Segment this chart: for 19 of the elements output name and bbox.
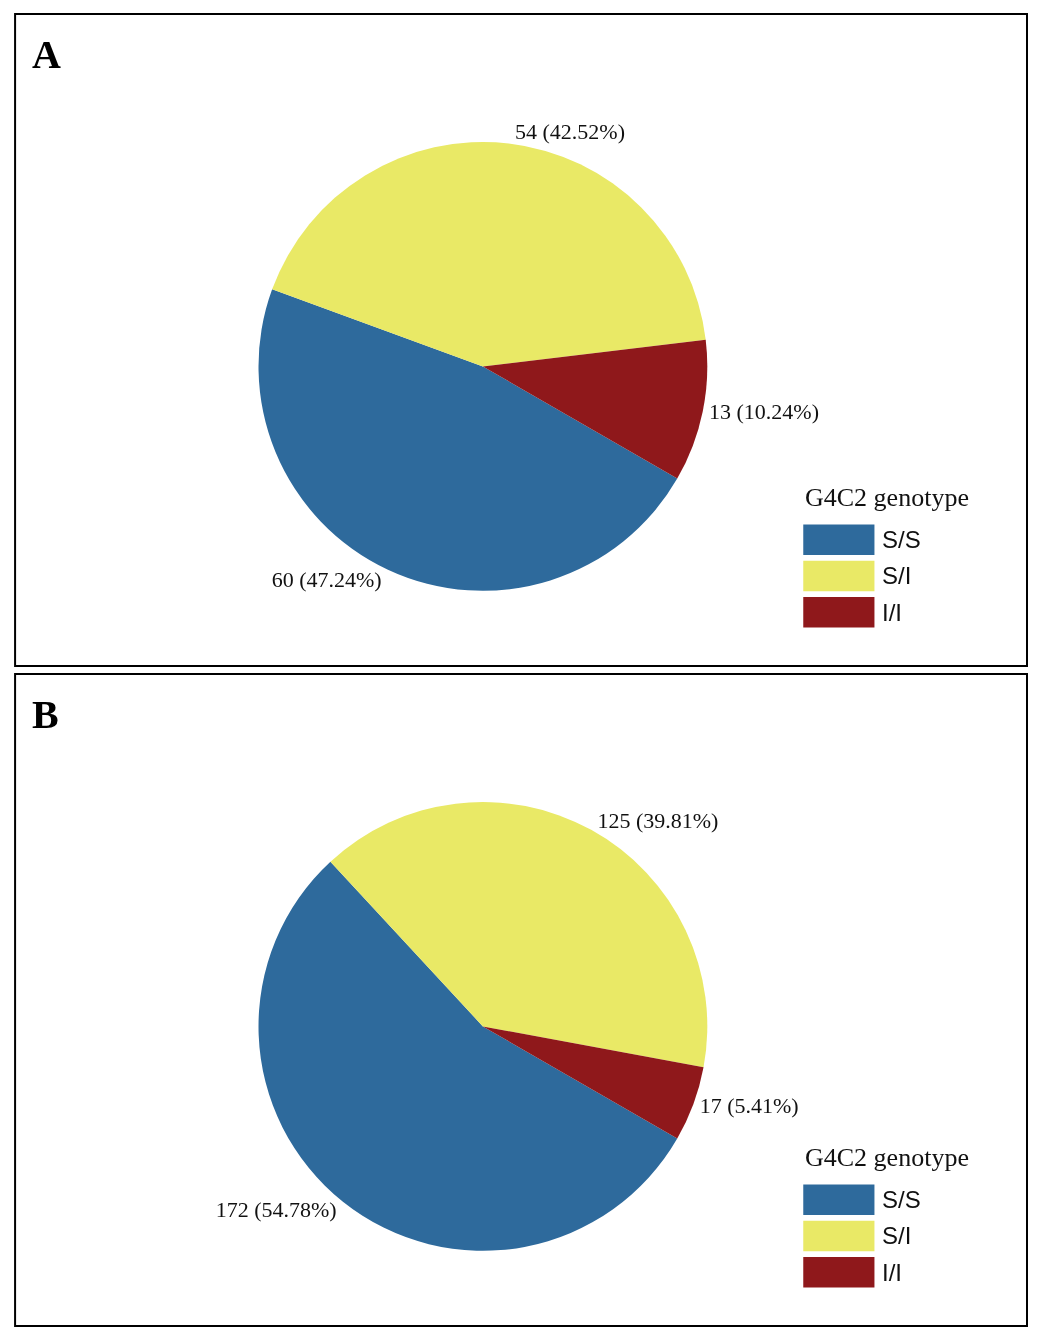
legend-label: I/I [882, 1259, 903, 1286]
legend-label: S/S [882, 1186, 921, 1213]
data-label: 54 (42.52%) [515, 118, 625, 144]
pie-slice [272, 142, 706, 367]
pie-slice [258, 289, 678, 591]
legend-title: G4C2 genotype [805, 483, 969, 512]
data-label: 13 (10.24%) [708, 399, 819, 425]
data-label: 125 (39.81%) [597, 807, 719, 833]
legend-label: I/I [882, 599, 903, 626]
legend-label: S/I [882, 1222, 912, 1249]
data-label: 17 (5.41%) [699, 1093, 799, 1119]
chart-title: A [32, 32, 61, 77]
pie-slice [482, 339, 708, 479]
legend-label: S/S [882, 526, 921, 553]
chart-title: B [32, 692, 59, 737]
data-label: 172 (54.78%) [215, 1196, 337, 1222]
data-label: 60 (47.24%) [271, 567, 382, 593]
legend-title: G4C2 genotype [805, 1143, 969, 1172]
legend-label: S/I [882, 562, 912, 589]
